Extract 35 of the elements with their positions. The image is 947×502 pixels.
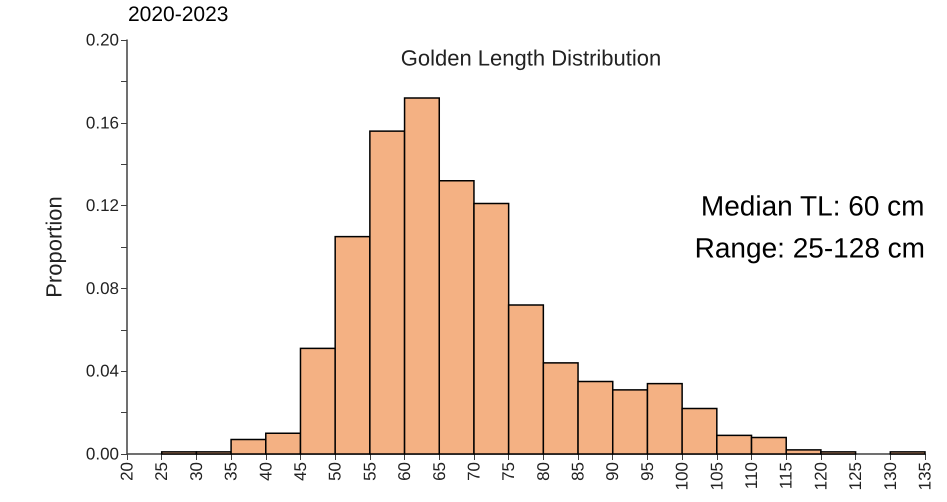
x-tick-label: 130	[880, 462, 900, 490]
x-tick-label: 60	[395, 462, 414, 481]
y-axis-title: Proportion	[42, 196, 66, 298]
x-tick-label: 70	[464, 462, 484, 481]
chart-title: Golden Length Distribution	[400, 46, 662, 70]
y-tick-label: 0.04	[86, 362, 119, 381]
x-tick-label: 35	[222, 462, 241, 481]
x-tick-label: 45	[290, 462, 310, 481]
x-tick-label: 95	[638, 462, 657, 481]
chart-subtitle: 2020-2023	[128, 3, 228, 26]
x-tick-label: 20	[118, 462, 136, 481]
y-tick-label: 0.08	[86, 278, 119, 298]
annotation: Range: 25-128 cm	[694, 232, 925, 264]
x-tick-label: 120	[811, 462, 830, 490]
x-tick-label: 105	[707, 462, 726, 490]
x-tick-label: 85	[568, 462, 588, 481]
x-tick-label: 25	[152, 462, 172, 481]
x-tick-label: 125	[846, 462, 866, 490]
x-tick-label: 135	[916, 462, 934, 490]
x-tick-label: 30	[186, 462, 206, 481]
x-tick-label: 100	[672, 462, 692, 490]
y-tick-label: 0.12	[86, 196, 119, 216]
y-tick-label: 0.20	[86, 30, 119, 50]
x-tick-label: 90	[603, 462, 622, 481]
x-tick-label: 80	[534, 462, 553, 481]
x-tick-label: 40	[256, 462, 276, 481]
y-tick-label: 0.16	[86, 113, 119, 132]
x-tick-label: 65	[430, 462, 449, 481]
x-tick-label: 75	[499, 462, 518, 481]
annotation: Median TL: 60 cm	[700, 190, 924, 222]
y-tick-label: 0.00	[86, 444, 119, 464]
x-tick-label: 110	[742, 462, 762, 490]
x-tick-label: 50	[326, 462, 345, 481]
x-tick-label: 115	[776, 462, 796, 490]
x-tick-label: 55	[360, 462, 380, 481]
